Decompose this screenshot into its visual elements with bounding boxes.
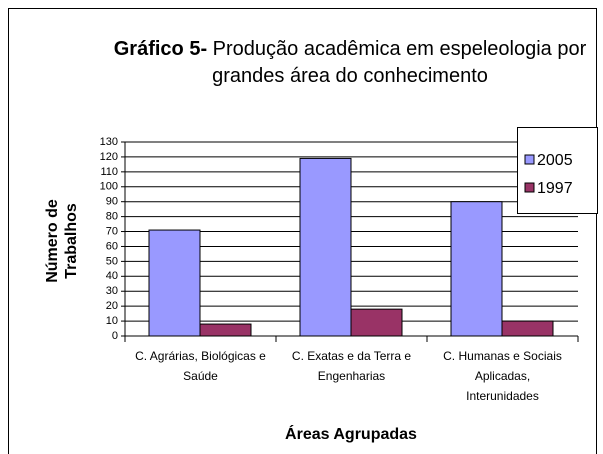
- y-tick-label: 100: [100, 181, 118, 193]
- y-tick-label: 40: [106, 270, 118, 282]
- y-tick-label: 70: [106, 225, 118, 237]
- x-axis-label: Áreas Agrupadas: [285, 426, 417, 443]
- bar: [299, 157, 352, 337]
- y-tick-label: 80: [106, 211, 118, 223]
- bar: [450, 201, 503, 337]
- y-tick-label: 130: [100, 136, 118, 148]
- y-tick-label: 90: [106, 196, 118, 208]
- x-tick-label: C. Humanas e Sociais Aplicadas, Interuni…: [443, 349, 562, 403]
- x-tick-label: C. Agrárias, Biológicas e Saúde: [135, 349, 266, 383]
- legend-swatch: [524, 182, 535, 193]
- legend-box: [517, 127, 598, 214]
- bar: [199, 323, 252, 337]
- legend-label: 2005: [537, 152, 573, 169]
- y-tick-label: 20: [106, 300, 118, 312]
- y-tick-label: 110: [100, 166, 118, 178]
- y-tick-label: 120: [100, 151, 118, 163]
- title-block: Gráfico 5- Produção acadêmica em espeleo…: [110, 36, 590, 90]
- legend-label: 1997: [537, 180, 573, 197]
- bar: [501, 320, 554, 337]
- bar: [350, 308, 403, 337]
- y-tick-label: 10: [106, 315, 118, 327]
- y-axis-label: Número de Trabalhos: [44, 199, 80, 283]
- chart-title: Produção acadêmica em espeleologia por g…: [212, 38, 587, 87]
- bar: [148, 229, 201, 337]
- y-tick-label: 60: [106, 240, 118, 252]
- x-tick-label: C. Exatas e da Terra e Engenharias: [291, 349, 412, 383]
- chart-title-bold: Gráfico 5-: [113, 38, 208, 60]
- y-tick-label: 50: [106, 255, 118, 267]
- legend-swatch: [524, 154, 535, 165]
- y-tick-label: 0: [112, 330, 118, 342]
- y-tick-label: 30: [106, 285, 118, 297]
